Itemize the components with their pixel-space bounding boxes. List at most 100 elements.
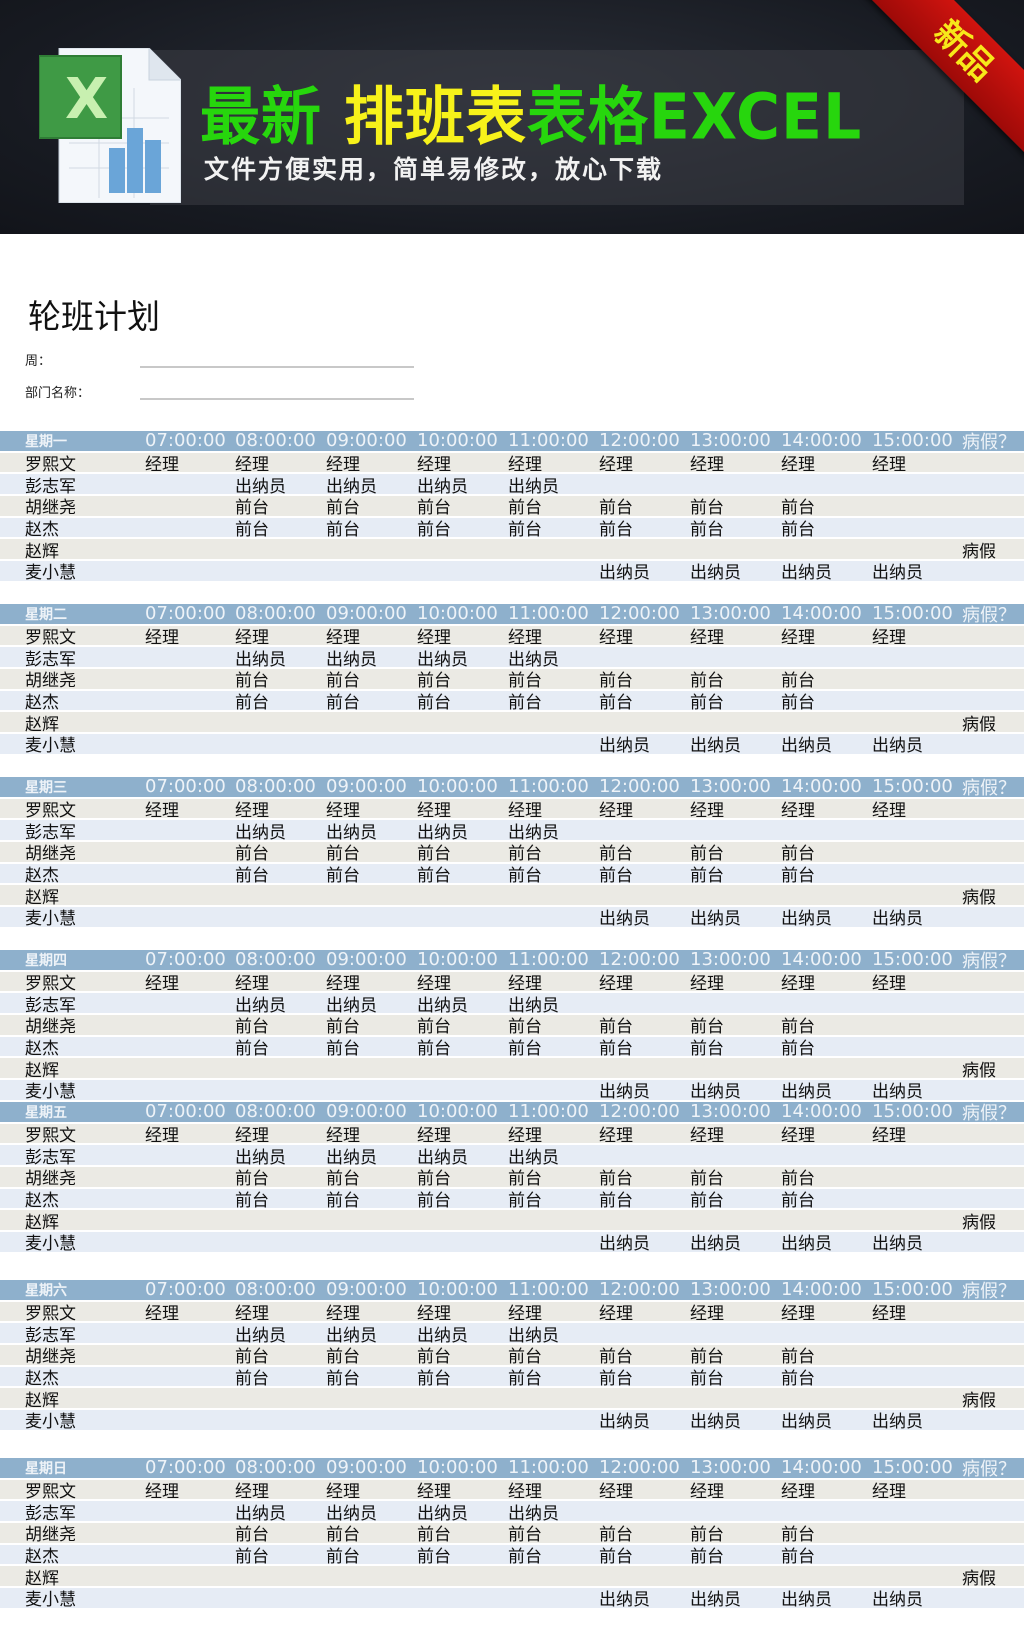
- shift-cell[interactable]: 出纳员: [690, 1412, 741, 1433]
- shift-cell[interactable]: 出纳员: [508, 1325, 559, 1346]
- shift-cell[interactable]: 出纳员: [872, 1082, 923, 1103]
- shift-cell[interactable]: 经理: [508, 628, 542, 649]
- shift-cell[interactable]: 前台: [781, 693, 815, 714]
- shift-cell[interactable]: 前台: [690, 1191, 724, 1212]
- shift-cell[interactable]: 出纳员: [235, 649, 286, 670]
- shift-cell[interactable]: 前台: [508, 1347, 542, 1368]
- shift-cell[interactable]: 前台: [599, 1039, 633, 1060]
- shift-cell[interactable]: 出纳员: [599, 1412, 650, 1433]
- shift-cell[interactable]: 前台: [417, 693, 451, 714]
- shift-cell[interactable]: 前台: [235, 1017, 269, 1038]
- shift-cell[interactable]: 出纳员: [417, 822, 468, 843]
- shift-cell[interactable]: 前台: [235, 498, 269, 519]
- shift-cell[interactable]: 前台: [326, 1169, 360, 1190]
- shift-cell[interactable]: 前台: [417, 1191, 451, 1212]
- shift-cell[interactable]: 前台: [326, 844, 360, 865]
- shift-cell[interactable]: 前台: [690, 1017, 724, 1038]
- shift-cell[interactable]: 经理: [508, 1126, 542, 1147]
- shift-cell[interactable]: 前台: [508, 671, 542, 692]
- shift-cell[interactable]: 出纳员: [781, 1234, 832, 1255]
- shift-cell[interactable]: 前台: [235, 1347, 269, 1368]
- shift-cell[interactable]: 前台: [508, 1547, 542, 1568]
- shift-cell[interactable]: 出纳员: [872, 1412, 923, 1433]
- shift-cell[interactable]: 病假: [962, 541, 996, 562]
- shift-cell[interactable]: 经理: [781, 1304, 815, 1325]
- shift-cell[interactable]: 经理: [599, 1304, 633, 1325]
- shift-cell[interactable]: 出纳员: [872, 1590, 923, 1611]
- shift-cell[interactable]: 前台: [599, 671, 633, 692]
- shift-cell[interactable]: 前台: [235, 1039, 269, 1060]
- shift-cell[interactable]: 前台: [326, 1369, 360, 1390]
- shift-cell[interactable]: 前台: [508, 1169, 542, 1190]
- shift-cell[interactable]: 经理: [872, 974, 906, 995]
- shift-cell[interactable]: 经理: [235, 801, 269, 822]
- shift-cell[interactable]: 病假: [962, 1060, 996, 1081]
- shift-cell[interactable]: 经理: [145, 801, 179, 822]
- shift-cell[interactable]: 出纳员: [417, 995, 468, 1016]
- shift-cell[interactable]: 前台: [235, 520, 269, 541]
- shift-cell[interactable]: 前台: [781, 498, 815, 519]
- shift-cell[interactable]: 前台: [508, 498, 542, 519]
- shift-cell[interactable]: 出纳员: [599, 736, 650, 757]
- shift-cell[interactable]: 前台: [417, 1017, 451, 1038]
- shift-cell[interactable]: 出纳员: [599, 1590, 650, 1611]
- shift-cell[interactable]: 病假: [962, 1212, 996, 1233]
- shift-cell[interactable]: 前台: [326, 1347, 360, 1368]
- shift-cell[interactable]: 前台: [417, 520, 451, 541]
- shift-cell[interactable]: 前台: [417, 1369, 451, 1390]
- shift-cell[interactable]: 前台: [326, 693, 360, 714]
- shift-cell[interactable]: 前台: [508, 1039, 542, 1060]
- shift-cell[interactable]: 出纳员: [781, 1590, 832, 1611]
- shift-cell[interactable]: 经理: [599, 455, 633, 476]
- shift-cell[interactable]: 前台: [690, 1369, 724, 1390]
- shift-cell[interactable]: 经理: [417, 455, 451, 476]
- shift-cell[interactable]: 前台: [781, 520, 815, 541]
- shift-cell[interactable]: 前台: [599, 1347, 633, 1368]
- shift-cell[interactable]: 经理: [235, 974, 269, 995]
- shift-cell[interactable]: 经理: [508, 455, 542, 476]
- shift-cell[interactable]: 出纳员: [326, 1147, 377, 1168]
- shift-cell[interactable]: 经理: [508, 1482, 542, 1503]
- shift-cell[interactable]: 经理: [690, 455, 724, 476]
- shift-cell[interactable]: 出纳员: [417, 649, 468, 670]
- shift-cell[interactable]: 经理: [690, 801, 724, 822]
- shift-cell[interactable]: 经理: [145, 974, 179, 995]
- shift-cell[interactable]: 经理: [781, 1126, 815, 1147]
- shift-cell[interactable]: 前台: [326, 671, 360, 692]
- shift-cell[interactable]: 前台: [235, 844, 269, 865]
- shift-cell[interactable]: 经理: [145, 455, 179, 476]
- shift-cell[interactable]: 出纳员: [872, 1234, 923, 1255]
- shift-cell[interactable]: 经理: [417, 801, 451, 822]
- shift-cell[interactable]: 出纳员: [599, 563, 650, 584]
- shift-cell[interactable]: 出纳员: [508, 995, 559, 1016]
- shift-cell[interactable]: 前台: [417, 498, 451, 519]
- shift-cell[interactable]: 经理: [417, 628, 451, 649]
- shift-cell[interactable]: 前台: [326, 1017, 360, 1038]
- shift-cell[interactable]: 经理: [145, 1304, 179, 1325]
- shift-cell[interactable]: 前台: [690, 671, 724, 692]
- shift-cell[interactable]: 前台: [235, 1547, 269, 1568]
- shift-cell[interactable]: 出纳员: [872, 736, 923, 757]
- shift-cell[interactable]: 出纳员: [235, 822, 286, 843]
- shift-cell[interactable]: 出纳员: [690, 1234, 741, 1255]
- shift-cell[interactable]: 出纳员: [690, 736, 741, 757]
- shift-cell[interactable]: 出纳员: [872, 563, 923, 584]
- shift-cell[interactable]: 前台: [690, 1547, 724, 1568]
- shift-cell[interactable]: 经理: [781, 628, 815, 649]
- dept-input[interactable]: [140, 398, 414, 400]
- shift-cell[interactable]: 出纳员: [781, 1412, 832, 1433]
- shift-cell[interactable]: 前台: [781, 1039, 815, 1060]
- shift-cell[interactable]: 经理: [235, 1482, 269, 1503]
- shift-cell[interactable]: 经理: [508, 801, 542, 822]
- shift-cell[interactable]: 前台: [781, 1369, 815, 1390]
- shift-cell[interactable]: 经理: [235, 1304, 269, 1325]
- shift-cell[interactable]: 前台: [781, 1547, 815, 1568]
- shift-cell[interactable]: 前台: [690, 866, 724, 887]
- shift-cell[interactable]: 经理: [508, 1304, 542, 1325]
- shift-cell[interactable]: 经理: [781, 801, 815, 822]
- shift-cell[interactable]: 前台: [781, 1169, 815, 1190]
- shift-cell[interactable]: 前台: [235, 693, 269, 714]
- shift-cell[interactable]: 出纳员: [417, 1147, 468, 1168]
- shift-cell[interactable]: 出纳员: [690, 563, 741, 584]
- shift-cell[interactable]: 前台: [326, 1039, 360, 1060]
